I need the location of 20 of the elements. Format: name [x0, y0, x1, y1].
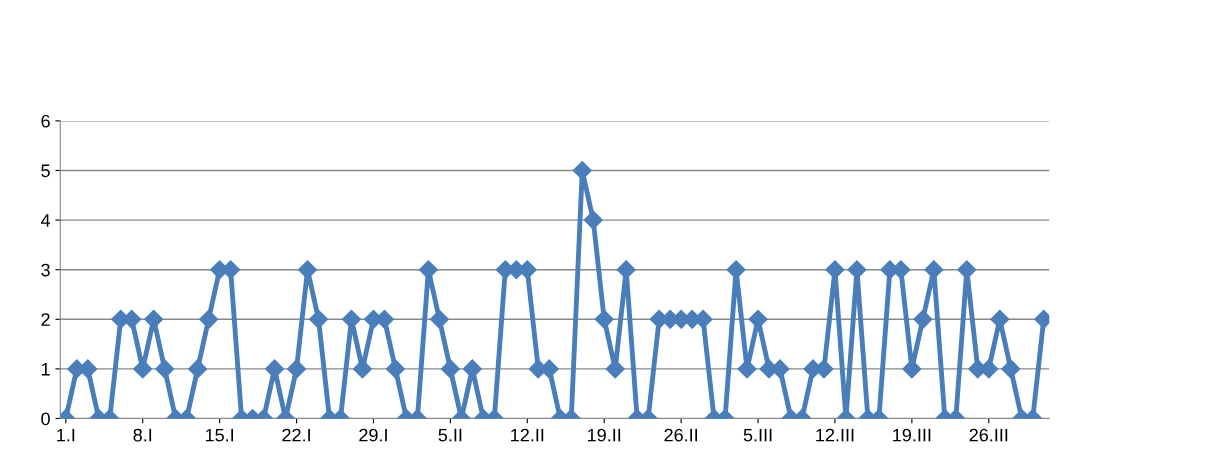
y-tick-label: 3 — [41, 263, 50, 277]
x-tick-label: 19.III — [893, 428, 931, 442]
x-tick-label: 12.III — [816, 428, 854, 442]
x-tick-label: 5.II — [438, 428, 462, 442]
x-tick-label: 12.II — [511, 428, 544, 442]
x-tick-label: 15.I — [205, 428, 234, 442]
x-tick-label: 19.II — [588, 428, 621, 442]
y-tick-label: 1 — [41, 363, 50, 376]
y-tick-label: 2 — [41, 313, 50, 326]
x-tick-label: 1.I — [57, 428, 75, 442]
x-tick-label: 29.I — [359, 428, 387, 442]
x-tick-label: 26.III — [969, 428, 1008, 442]
x-tick-label: 22.I — [282, 428, 310, 442]
y-tick-label: 6 — [41, 114, 50, 128]
x-tick-label: 5.III — [743, 428, 772, 442]
y-tick-label: 5 — [41, 164, 50, 178]
x-tick-label: 8.I — [133, 428, 152, 442]
y-tick-label: 4 — [40, 214, 51, 227]
x-tick-label: 26.II — [664, 428, 698, 442]
y-tick-label: 0 — [41, 412, 50, 426]
